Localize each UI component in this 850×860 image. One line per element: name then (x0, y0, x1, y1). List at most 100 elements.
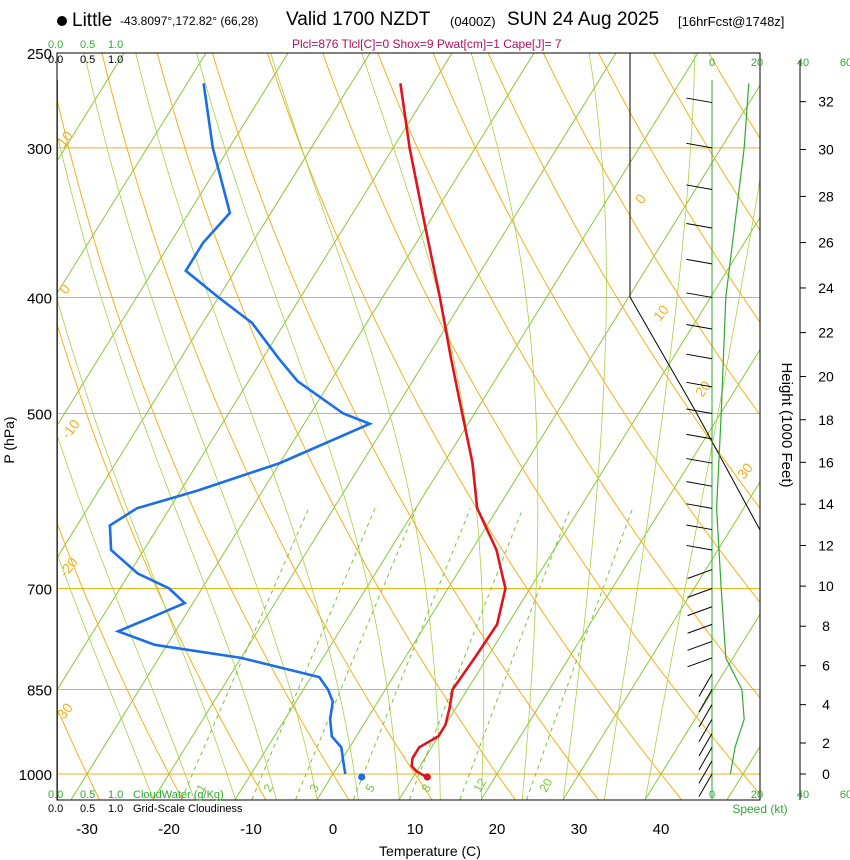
wind-panel-boundary (629, 53, 761, 531)
mixing-ratio-line (409, 508, 524, 800)
isotherm-label: 20 (692, 378, 714, 400)
surface-temperature (423, 773, 431, 781)
moist-adiabat (470, 53, 539, 800)
height-tick-label: 24 (818, 280, 834, 296)
wind-barb (686, 433, 713, 440)
speed-bottom-tick: 20 (751, 789, 763, 801)
pressure-tick-label: 500 (27, 407, 52, 424)
cloudiness-top-tick: 0.5 (80, 54, 95, 66)
cloudiness-bottom-tick: 1.0 (108, 803, 123, 815)
moist-adiabat (83, 53, 318, 800)
wind-speed-profile (715, 83, 750, 775)
pressure-tick-label: 1000 (19, 767, 52, 784)
wind-barb (686, 142, 713, 149)
isotherm-label: 0 (56, 281, 74, 297)
dry-adiabat (57, 707, 100, 800)
isotherm (57, 53, 207, 295)
moist-adiabat (57, 131, 277, 800)
wind-barb (686, 258, 713, 265)
wind-barb (687, 657, 713, 668)
height-axis-label: Height (1000 Feet) (778, 362, 795, 487)
isotherm (562, 481, 760, 800)
temp-tick-label: -20 (158, 821, 180, 838)
wind-barb (687, 588, 713, 598)
wind-barb (698, 773, 713, 797)
height-tick-label: 12 (818, 537, 834, 553)
pressure-tick-label: 700 (27, 581, 52, 598)
dry-adiabat (156, 53, 516, 800)
height-tick-label: 10 (818, 578, 834, 594)
mixing-ratio-line (181, 508, 310, 800)
wind-barb (687, 640, 713, 651)
height-tick-label: 20 (818, 369, 834, 385)
dry-adiabat (597, 53, 760, 324)
height-tick-label: 2 (822, 735, 830, 751)
series-temperature (399, 83, 507, 778)
isotherm (398, 216, 760, 800)
wind-barb (687, 623, 713, 634)
dry-adiabat (377, 53, 760, 699)
pressure-tick-label: 300 (27, 141, 52, 158)
cloudwater-bottom-tick: 1.0 (108, 789, 123, 801)
height-tick-label: 0 (822, 766, 830, 782)
cloudwater-top-tick: 1.0 (108, 39, 123, 51)
moist-adiabat (603, 53, 696, 800)
wind-barb (686, 381, 713, 388)
speed-top-tick: 60 (840, 57, 850, 69)
isotherm (57, 53, 371, 559)
mixing-ratio-label: 20 (536, 776, 555, 795)
moist-adiabat (361, 53, 485, 800)
valid-date: SUN 24 Aug 2025 (507, 9, 660, 30)
dry-adiabat (57, 96, 350, 800)
speed-bottom-tick: 40 (797, 789, 809, 801)
wind-barb (686, 97, 713, 104)
wind-barb (686, 524, 713, 531)
isotherm (644, 613, 760, 800)
temp-tick-label: 20 (489, 821, 506, 838)
valid-time: Valid 1700 NZDT (286, 9, 431, 30)
pressure-tick-label: 250 (27, 46, 52, 63)
cloudiness-bottom-tick: 0.5 (80, 803, 95, 815)
moist-adiabat (57, 552, 154, 800)
speed-top-tick: 40 (797, 57, 809, 69)
temp-tick-label: -30 (76, 821, 98, 838)
wind-barb (686, 408, 713, 414)
mixing-ratio-label: 2 (260, 781, 276, 794)
mixing-ratio-label: 5 (362, 781, 378, 794)
height-tick-label: 4 (822, 697, 830, 713)
speed-bottom-tick: 60 (840, 789, 850, 801)
dry-adiabat (57, 521, 183, 800)
wind-barb (698, 760, 713, 784)
cloudiness-top-tick: 0.0 (48, 54, 63, 66)
valid-utc: (0400Z) (450, 14, 496, 29)
height-tick-label: 6 (822, 658, 830, 674)
cloudwater-bottom-tick: 0.0 (48, 789, 63, 801)
cloudwater-top-tick: 0.0 (48, 39, 63, 51)
moist-adiabat (196, 53, 400, 800)
mixing-ratio-line (251, 508, 376, 800)
height-tick-label: 14 (818, 496, 834, 512)
mixing-ratio-label: 8 (418, 781, 434, 794)
dry-adiabat (432, 53, 760, 604)
plot-frame (56, 52, 761, 801)
moist-adiabat (562, 53, 607, 800)
temp-tick-label: -10 (240, 821, 262, 838)
isotherm (152, 53, 617, 800)
height-tick-label: 26 (818, 235, 834, 251)
wind-barb (698, 733, 713, 757)
wind-barb (686, 323, 713, 330)
wind-barb (686, 292, 713, 298)
wind-barb (698, 704, 713, 728)
wind-barb (686, 353, 713, 360)
temp-tick-label: 30 (571, 821, 588, 838)
speed-top-tick: 0 (709, 57, 715, 69)
isotherm (57, 53, 289, 427)
temp-tick-label: 0 (329, 821, 337, 838)
x-axis-label: Temperature (C) (379, 843, 481, 859)
mixing-ratio-line (353, 508, 471, 800)
speed-top-tick: 20 (751, 57, 763, 69)
wind-barb (686, 503, 713, 509)
wind-barb (686, 481, 713, 487)
wind-barb (686, 184, 713, 190)
